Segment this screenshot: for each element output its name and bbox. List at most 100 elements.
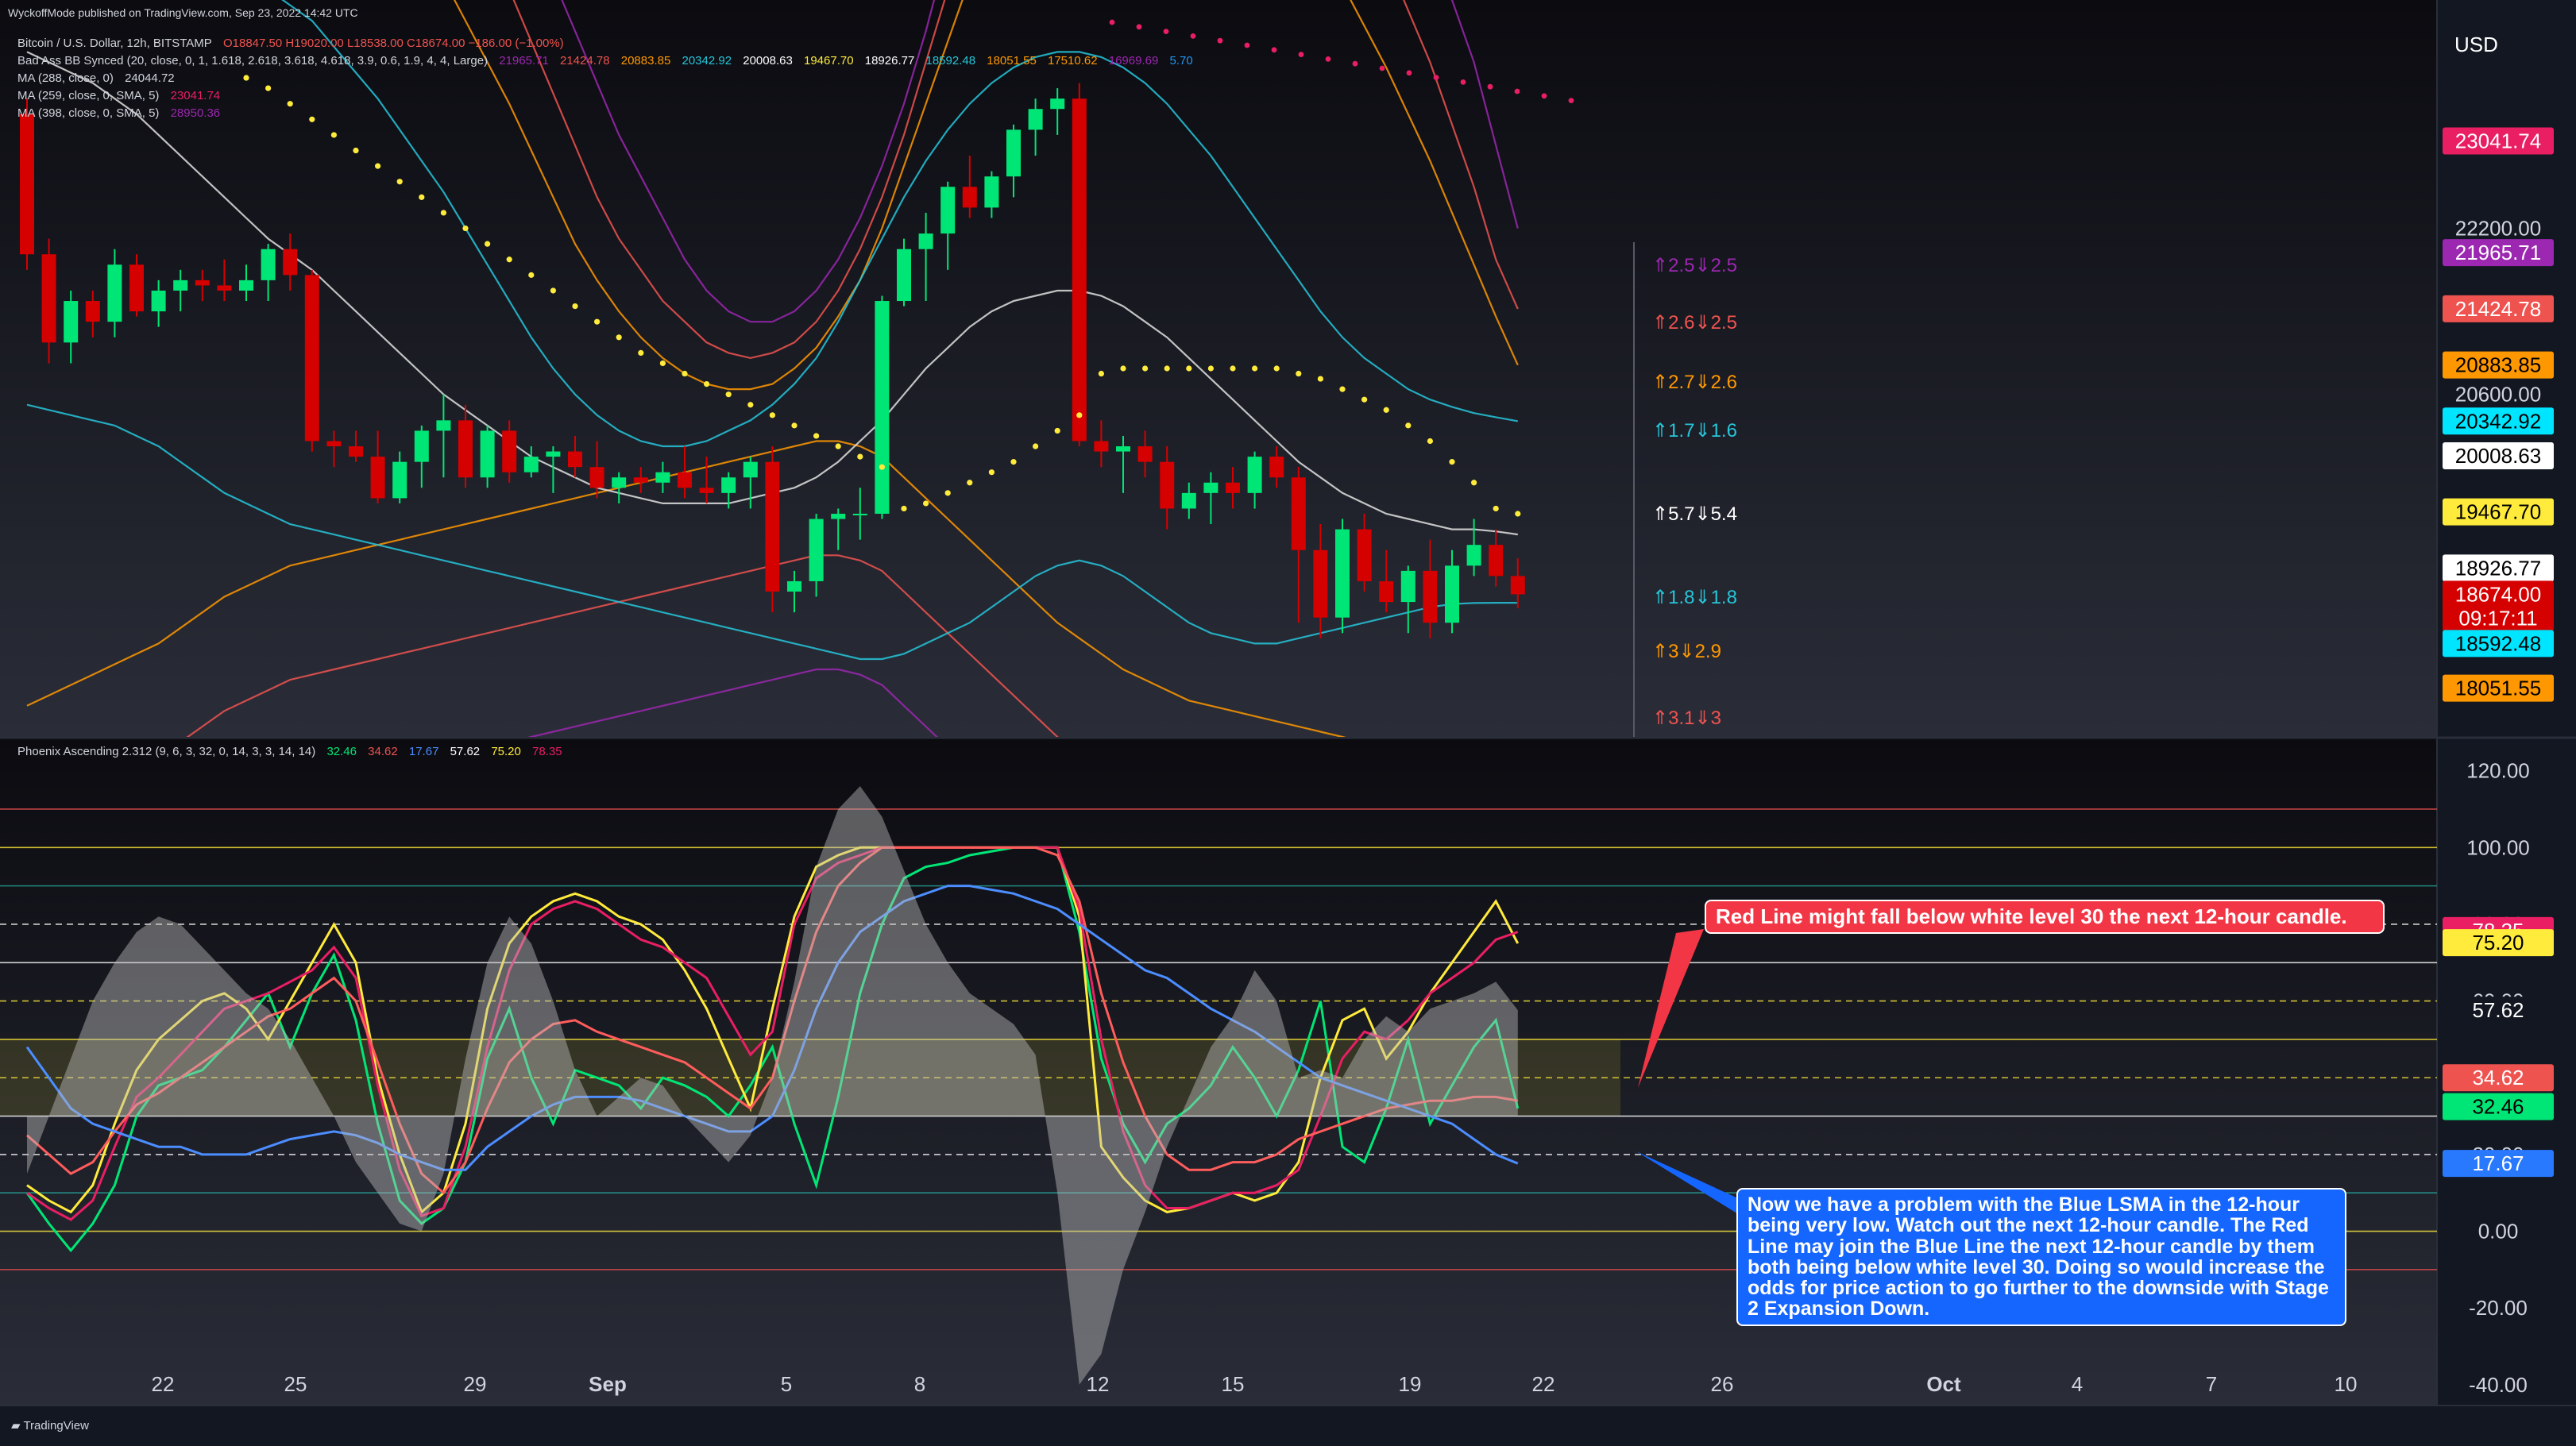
- bb-value: 21424.78: [559, 54, 610, 67]
- ratio-label: ⇑2.7⇓2.6: [1652, 372, 1737, 393]
- candle-body: [1510, 576, 1525, 595]
- price-tag-bg: [2443, 630, 2554, 657]
- x-axis-tick: Sep: [589, 1372, 627, 1396]
- candle-body: [480, 430, 495, 478]
- candle-body: [721, 477, 736, 493]
- candle-body: [962, 187, 977, 208]
- osc-value: 78.35: [532, 745, 562, 758]
- sar-dot: [813, 433, 820, 439]
- sar-dot: [857, 453, 863, 460]
- candle-body: [809, 519, 824, 581]
- ma-dot: [1460, 79, 1466, 85]
- sar-dot: [243, 75, 249, 81]
- candle-body: [1423, 570, 1438, 623]
- price-tag-bg: [2443, 442, 2554, 469]
- indicator-label: MA (288, close, 0): [17, 71, 114, 85]
- band-line-orange-upper: [453, 0, 1519, 391]
- sar-dot: [1405, 422, 1412, 429]
- price-tag-label: 22200.00: [2455, 217, 2541, 241]
- price-tag-label: 20883.85: [2455, 353, 2541, 377]
- candle-body: [523, 457, 539, 472]
- ma-dot: [1568, 98, 1574, 103]
- brand-text: TradingView: [23, 1419, 89, 1433]
- bb-value: 18926.77: [864, 54, 915, 67]
- osc-y-tick: 100.00: [2466, 835, 2530, 859]
- price-tag-bg: [2443, 580, 2554, 608]
- osc-value-tag-bg: [2443, 1150, 2554, 1178]
- sar-dot: [835, 443, 841, 449]
- indicator-legend-ma1[interactable]: MA (288, close, 0) 24044.72: [17, 71, 183, 85]
- ma-dot: [1109, 19, 1115, 25]
- osc-y-tick: -20.00: [2469, 1296, 2528, 1320]
- sar-dot: [682, 370, 688, 377]
- sar-dot: [1033, 443, 1039, 449]
- ratio-label: ⇑3⇓2.9: [1652, 641, 1721, 662]
- price-tag-bg: [2443, 295, 2554, 322]
- candle-body: [546, 451, 561, 457]
- oscillator-legend[interactable]: Phoenix Ascending 2.312 (9, 6, 3, 32, 0,…: [17, 745, 570, 758]
- sar-dot: [769, 412, 776, 418]
- indicator-legend-ma2[interactable]: MA (259, close, 0, SMA, 5) 23041.74: [17, 89, 228, 102]
- osc-series-line: [25, 885, 1519, 1171]
- bb-value: 20883.85: [620, 54, 671, 67]
- price-tag-bg: [2443, 498, 2554, 526]
- x-axis-tick: 15: [1222, 1372, 1245, 1396]
- osc-plot-group: [0, 786, 2437, 1385]
- candle-body: [1269, 457, 1284, 478]
- candle-body: [897, 249, 911, 302]
- ma-dot: [1244, 42, 1250, 48]
- ma-dot: [1541, 93, 1547, 99]
- ma-dot: [1325, 56, 1331, 62]
- indicator-legend-bb[interactable]: Bad Ass BB Synced (20, close, 0, 1, 1.61…: [17, 54, 1201, 67]
- candle-body: [1313, 549, 1328, 618]
- price-tag-bg: [2443, 554, 2554, 582]
- candle-body: [765, 461, 780, 592]
- candle-body: [261, 249, 276, 280]
- sar-dot: [1120, 365, 1126, 372]
- sar-dot: [287, 101, 293, 107]
- candle-body: [1379, 580, 1394, 603]
- sar-dot: [485, 241, 491, 247]
- candle-body: [1466, 545, 1481, 566]
- ratio-label: ⇑2.5⇓2.5: [1652, 255, 1737, 276]
- candle-body: [458, 420, 473, 478]
- indicator-label: Bad Ass BB Synced (20, close, 0, 1, 1.61…: [17, 54, 489, 67]
- candle-body: [304, 275, 319, 442]
- candle-body: [787, 580, 801, 592]
- candle-body: [217, 285, 232, 291]
- sar-dot: [944, 490, 951, 496]
- ma-dot: [1217, 37, 1223, 44]
- candle-body: [283, 249, 298, 276]
- red-callout-pointer: [1638, 929, 1704, 1088]
- candle-body: [568, 451, 582, 468]
- sar-dot: [572, 303, 578, 310]
- band-line-cyan-lower: [26, 403, 1518, 661]
- osc-series-line: [26, 846, 1519, 1221]
- price-tag-label: 18592.48: [2455, 631, 2541, 655]
- candle-body: [326, 441, 342, 447]
- symbol-legend[interactable]: Bitcoin / U.S. Dollar, 12h, BITSTAMP O18…: [17, 37, 572, 50]
- osc-y-tick: 120.00: [2466, 759, 2530, 783]
- x-axis-tick: 22: [1532, 1372, 1555, 1396]
- oscillator-label: Phoenix Ascending 2.312 (9, 6, 3, 32, 0,…: [17, 745, 316, 758]
- sar-dot: [550, 287, 557, 294]
- tradingview-brand: ▰ TradingView: [11, 1418, 89, 1433]
- osc-histogram-area: [27, 786, 1518, 1385]
- sar-dot: [419, 194, 425, 200]
- sar-dot: [1207, 365, 1214, 372]
- sar-dot: [309, 116, 315, 122]
- candle-body: [1072, 98, 1087, 442]
- candle-body: [1203, 482, 1218, 493]
- bb-value: 18051.55: [987, 54, 1037, 67]
- osc-value: 57.62: [450, 745, 481, 758]
- candle-body: [918, 233, 933, 249]
- bb-value: 16969.69: [1108, 54, 1159, 67]
- candle-body: [875, 301, 890, 514]
- sar-dot: [616, 334, 622, 341]
- indicator-legend-ma3[interactable]: MA (398, close, 0, SMA, 5) 28950.36: [17, 106, 228, 120]
- bb-value: 20342.92: [682, 54, 732, 67]
- x-axis-tick: 25: [284, 1372, 307, 1396]
- sar-dot: [1317, 376, 1323, 382]
